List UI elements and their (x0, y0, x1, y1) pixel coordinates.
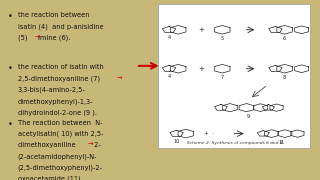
Text: →: → (117, 76, 122, 82)
Text: 2,5-dimethoxyaniline (7): 2,5-dimethoxyaniline (7) (18, 76, 100, 82)
Text: 4: 4 (167, 74, 171, 79)
Text: +: + (198, 66, 204, 72)
Text: The reaction between  N-: The reaction between N- (18, 120, 102, 126)
Text: the reaction of isatin with: the reaction of isatin with (18, 64, 103, 70)
Text: +: + (198, 27, 204, 33)
Text: 8: 8 (283, 75, 286, 80)
Text: (5): (5) (18, 35, 29, 41)
Text: Scheme 2: Synthesis of compounds 6 and 9: Scheme 2: Synthesis of compounds 6 and 9 (187, 141, 282, 145)
Text: the reaction between: the reaction between (18, 12, 89, 18)
Text: 7: 7 (221, 75, 224, 80)
Text: 5: 5 (221, 36, 224, 41)
Text: →: → (88, 142, 93, 148)
Text: (2-acetamidophenyl)-N-: (2-acetamidophenyl)-N- (18, 153, 97, 160)
Text: +  ·: + · (204, 131, 213, 136)
Text: 11: 11 (278, 140, 284, 145)
Text: •: • (8, 64, 13, 73)
Text: (2,5-dimethoxyphenyl)-2-: (2,5-dimethoxyphenyl)-2- (18, 165, 103, 171)
Text: acetylisatin( 10) with 2,5-: acetylisatin( 10) with 2,5- (18, 131, 103, 137)
Text: 10: 10 (173, 139, 180, 144)
Text: 2-: 2- (92, 142, 101, 148)
Bar (158, 4, 310, 148)
Text: dimethoxyphenyl)-1,3-: dimethoxyphenyl)-1,3- (18, 98, 93, 105)
Text: →: → (34, 35, 40, 41)
Text: 9: 9 (246, 114, 249, 119)
Text: oxoacetamide (11).: oxoacetamide (11). (18, 176, 82, 180)
Text: 3,3-bis(4-amino-2,5-: 3,3-bis(4-amino-2,5- (18, 87, 85, 93)
Text: 4: 4 (167, 35, 171, 40)
Text: •: • (8, 120, 13, 129)
Text: dihydroindol-2-one (9 ).: dihydroindol-2-one (9 ). (18, 109, 97, 116)
Text: imine (6).: imine (6). (38, 35, 71, 41)
Text: isatin (4)  and p-anisidine: isatin (4) and p-anisidine (18, 23, 103, 30)
Text: •: • (8, 12, 13, 21)
Text: dimethoxyaniline: dimethoxyaniline (18, 142, 77, 148)
Text: 6: 6 (283, 36, 286, 41)
